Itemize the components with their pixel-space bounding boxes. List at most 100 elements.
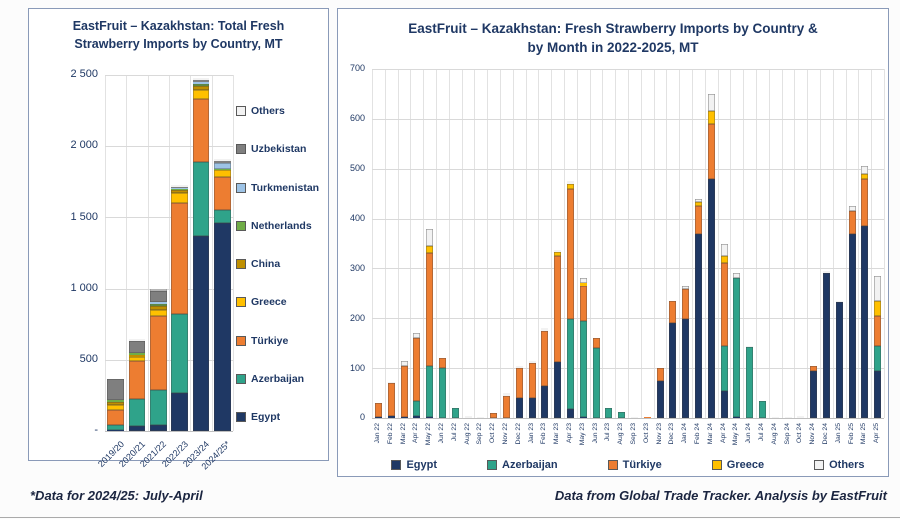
legend-label: Türkiye	[251, 334, 289, 347]
bar-segment-Egypt	[579, 416, 587, 418]
bar-segment-Others	[835, 300, 843, 303]
legend-swatch	[236, 412, 246, 422]
bar-segment-Egypt	[214, 223, 231, 431]
x-tick-label: Feb 23	[540, 423, 548, 445]
vertical-gridline	[512, 69, 514, 418]
bar-segment-Greece	[107, 405, 124, 410]
bar-segment-Egypt	[810, 370, 818, 418]
x-tick-label: Feb 22	[386, 423, 394, 445]
bar-segment-Others	[541, 328, 549, 331]
legend-swatch	[814, 460, 825, 470]
legend-item-Türkiye: Türkiye	[607, 459, 662, 471]
legend-label: Greece	[726, 459, 765, 471]
vertical-gridline	[372, 69, 373, 418]
x-tick-label: Aug 22	[463, 423, 471, 445]
legend-item-Netherlands: Netherlands	[236, 220, 319, 232]
x-tick-label: Jan 24	[681, 423, 689, 444]
bar-segment-Others	[746, 345, 754, 347]
vertical-gridline	[436, 69, 437, 418]
vertical-gridline	[756, 69, 757, 418]
bar-segment-Greece	[214, 170, 231, 177]
bar-segment-Azerbaijan	[874, 345, 882, 371]
vertical-gridline	[448, 69, 450, 418]
vertical-gridline	[666, 69, 668, 418]
bar-segment-China	[150, 306, 167, 310]
x-tick-label: Apr 22	[412, 423, 420, 444]
x-tick-label: Nov 22	[501, 423, 509, 445]
bar-segment-Greece	[150, 309, 167, 317]
vertical-gridline	[525, 69, 527, 418]
chart-panel-yearly: EastFruit – Kazakhstan: Total Fresh Stra…	[28, 8, 329, 472]
x-tick-label: May 22	[425, 423, 433, 446]
vertical-gridline	[692, 69, 693, 418]
vertical-gridline	[576, 69, 578, 418]
bar-segment-Others	[579, 278, 587, 284]
x-tick-label: Sep 24	[783, 423, 791, 445]
horizontal-gridline	[105, 359, 233, 361]
x-tick-label: Sep 22	[476, 423, 484, 445]
legend-swatch	[236, 106, 246, 116]
bar-segment-Türkiye	[694, 206, 702, 234]
bar-segment-Azerbaijan	[746, 346, 754, 418]
vertical-gridline	[615, 69, 617, 418]
legend-item-Greece: Greece	[236, 296, 319, 308]
bar-segment-Azerbaijan	[128, 398, 146, 427]
horizontal-gridline	[372, 368, 884, 370]
bar-segment-Türkiye	[720, 263, 728, 346]
bar-segment-Uzbekistan	[214, 161, 231, 163]
x-tick-label: Apr 24	[719, 423, 727, 444]
bar-segment-Netherlands	[107, 400, 124, 402]
bar-segment-Egypt	[400, 416, 408, 418]
bar-segment-Others	[630, 417, 638, 418]
x-tick-label: Dec 23	[668, 423, 676, 445]
y-tick-label: -	[94, 424, 98, 437]
bar-segment-Egypt	[541, 385, 549, 418]
vertical-gridline	[190, 75, 192, 431]
bar-segment-Egypt	[192, 235, 210, 431]
bar-segment-Others	[848, 206, 856, 212]
legend-swatch	[236, 220, 246, 231]
bar-segment-Türkiye	[874, 315, 882, 346]
bar-segment-Others	[426, 228, 434, 246]
vertical-gridline	[640, 69, 642, 418]
legend: Others Uzbekistan Turkmenistan Netherlands C…	[236, 105, 319, 423]
bar-segment-Egypt	[707, 178, 715, 418]
x-tick-label: Dec 22	[514, 423, 522, 445]
horizontal-gridline	[105, 146, 233, 148]
bar-segment-China	[214, 169, 231, 171]
legend-swatch	[236, 373, 246, 384]
bar-segment-Turkmenistan	[192, 82, 210, 84]
x-tick-label: Mar 23	[553, 423, 561, 445]
x-tick-label: Jun 23	[591, 423, 599, 444]
bar-segment-Netherlands	[150, 303, 167, 307]
bar-segment-Others	[528, 360, 536, 364]
legend-label: China	[251, 258, 281, 270]
legend-item-Uzbekistan: Uzbekistan	[236, 143, 319, 155]
chart-panel-monthly: EastFruit – Kazakhstan: Fresh Strawberry…	[337, 8, 889, 477]
legend-label: Egypt	[406, 459, 437, 471]
bar-segment-Türkiye	[579, 285, 587, 321]
vertical-gridline	[487, 69, 489, 418]
bar-segment-Egypt	[150, 425, 167, 431]
bar-segment-Others	[214, 159, 231, 162]
horizontal-gridline	[372, 118, 884, 120]
bar-segment-Others	[861, 166, 869, 174]
bar-segment-Uzbekistan	[128, 340, 146, 354]
bar-segment-Egypt	[426, 417, 434, 418]
vertical-gridline	[704, 69, 706, 418]
vertical-gridline	[126, 75, 128, 431]
bar-segment-Others	[515, 365, 523, 369]
vertical-gridline	[474, 69, 476, 418]
x-tick-label: Jun 24	[745, 423, 753, 444]
bar-segment-Egypt	[374, 416, 382, 418]
horizontal-gridline	[105, 288, 233, 290]
x-tick-label: Nov 24	[809, 423, 817, 445]
vertical-gridline	[807, 69, 809, 418]
bar-segment-Others	[771, 416, 779, 418]
x-tick-label: Apr 25	[873, 423, 881, 444]
vertical-gridline	[105, 75, 106, 431]
bottom-divider	[0, 517, 900, 518]
bar-segment-Greece	[566, 183, 574, 189]
legend-item-Greece: Greece	[711, 459, 765, 471]
bar-segment-Greece	[707, 111, 715, 124]
